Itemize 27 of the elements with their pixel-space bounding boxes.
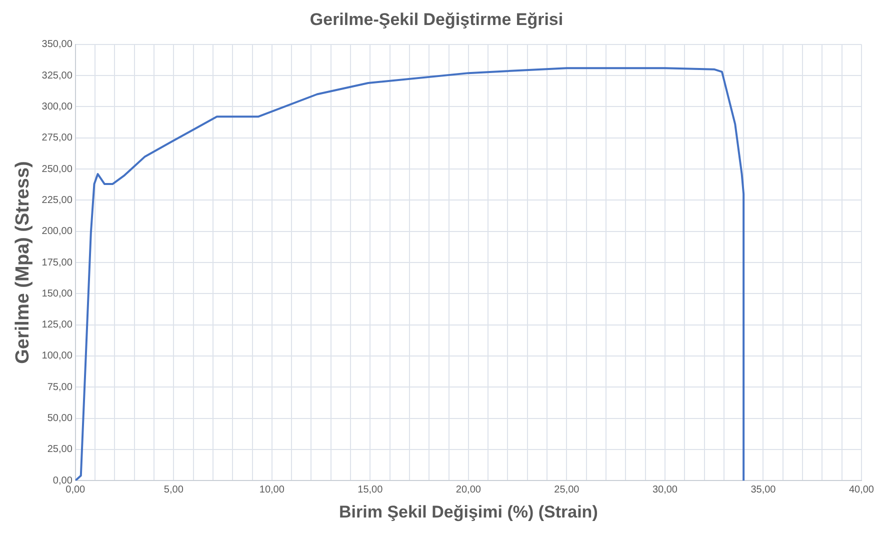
y-tick-label: 300,00: [42, 101, 73, 112]
y-tick-label: 50,00: [47, 413, 73, 424]
y-tick-label: 75,00: [47, 382, 73, 393]
x-tick-label: 40,00: [848, 484, 874, 496]
y-tick-label: 250,00: [42, 164, 73, 175]
x-tick-label: 10,00: [259, 484, 285, 496]
y-tick-label: 325,00: [42, 70, 73, 82]
y-tick-label: 25,00: [47, 444, 73, 456]
x-tick-label: 35,00: [750, 484, 776, 496]
y-tick-label: 150,00: [42, 288, 73, 300]
y-tick-label: 175,00: [42, 257, 73, 268]
y-tick-label: 0,00: [52, 475, 73, 486]
y-axis-title: Gerilme (Mpa) (Stress): [12, 161, 34, 364]
x-tick-label: 25,00: [554, 484, 580, 496]
x-tick-label: 0,00: [66, 484, 86, 496]
y-tick-label: 225,00: [42, 194, 73, 206]
x-tick-label: 5,00: [164, 484, 184, 496]
y-tick-label: 125,00: [42, 320, 73, 331]
x-axis-title: Birim Şekil Değişimi (%) (Strain): [339, 502, 598, 522]
chart-title: Gerilme-Şekil Değiştirme Eğrisi: [310, 10, 564, 29]
y-tick-label: 100,00: [42, 350, 73, 362]
x-tick-label: 15,00: [358, 484, 384, 496]
x-tick-label: 30,00: [652, 484, 678, 496]
y-tick-label: 350,00: [42, 39, 73, 50]
y-tick-label: 275,00: [42, 132, 73, 144]
x-tick-label: 20,00: [456, 484, 482, 496]
y-tick-label: 200,00: [42, 226, 73, 238]
